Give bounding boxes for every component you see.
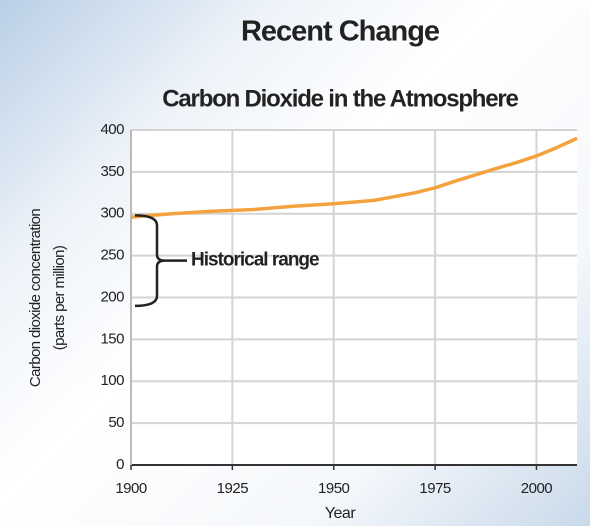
x-tick-label: 1900 xyxy=(115,480,147,497)
x-tick-label: 2000 xyxy=(521,480,553,497)
bracket xyxy=(134,214,187,308)
y-axis-label: (parts per million) xyxy=(51,245,68,350)
x-tick-label: 1925 xyxy=(217,480,249,497)
x-axis-label: Year xyxy=(325,505,357,522)
y-tick-label: 200 xyxy=(100,288,124,305)
y-tick-label: 0 xyxy=(116,456,124,473)
y-axis-label: Carbon dioxide concentration xyxy=(27,209,44,388)
x-tick-label: 1975 xyxy=(419,480,451,497)
y-tick-label: 150 xyxy=(100,330,124,347)
y-tick-label: 400 xyxy=(100,121,124,138)
annotation: Historical range xyxy=(191,250,319,271)
y-tick-label: 100 xyxy=(100,372,124,389)
y-tick-label: 250 xyxy=(100,247,124,264)
data-line xyxy=(130,136,578,219)
y-tick-label: 350 xyxy=(100,163,124,180)
chart-title: Recent Change xyxy=(241,16,440,48)
x-tick-label: 1950 xyxy=(318,480,350,497)
chart-subtitle: Carbon Dioxide in the Atmosphere xyxy=(162,85,518,112)
y-tick-label: 300 xyxy=(100,205,124,222)
y-tick-label: 50 xyxy=(108,414,124,431)
